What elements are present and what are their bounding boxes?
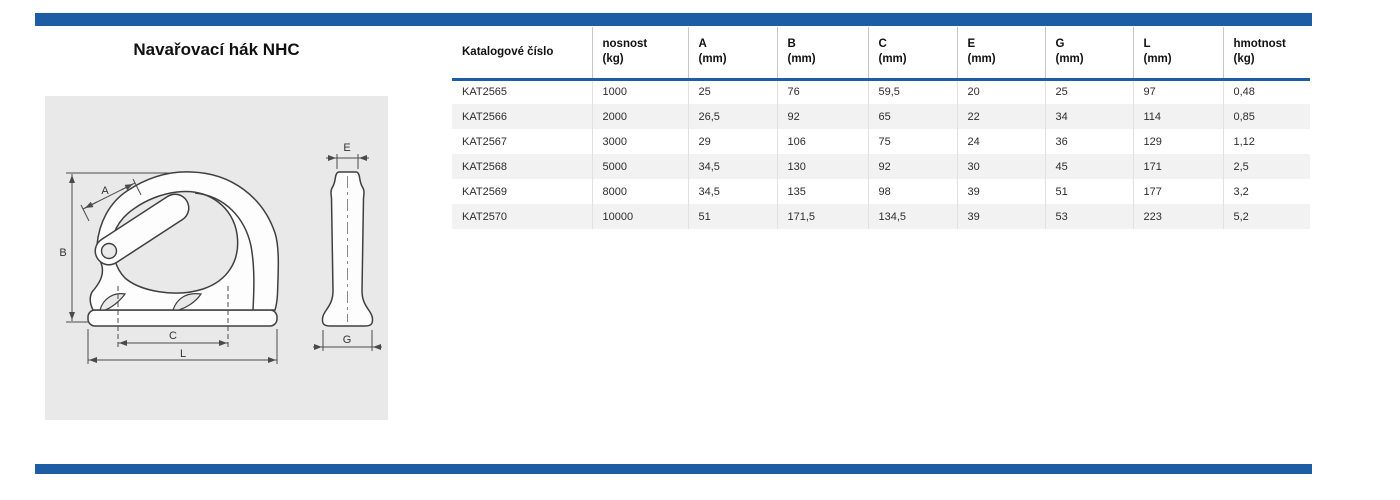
cell: 98 xyxy=(867,179,957,204)
cell: 0,48 xyxy=(1222,79,1310,104)
cell: 129 xyxy=(1132,129,1223,154)
hook-technical-drawing: A B C L E G xyxy=(59,142,382,364)
cell: 75 xyxy=(867,129,957,154)
cell: 29 xyxy=(687,129,777,154)
dim-label-g-icon: G xyxy=(343,334,352,346)
cell: 20 xyxy=(956,79,1045,104)
cell: 25 xyxy=(687,79,777,104)
cell: 36 xyxy=(1044,129,1133,154)
cell: 25 xyxy=(1044,79,1133,104)
table-row: KAT2568 5000 34,5 130 92 30 45 171 2,5 xyxy=(452,154,1310,179)
cell: 114 xyxy=(1132,104,1223,129)
table-row: KAT2567 3000 29 106 75 24 36 129 1,12 xyxy=(452,129,1310,154)
top-banner-bar xyxy=(35,13,1312,26)
cell: 39 xyxy=(956,204,1045,229)
cell: 97 xyxy=(1132,79,1223,104)
cell: 34,5 xyxy=(687,154,777,179)
hook-front-view xyxy=(87,171,280,327)
latch-arm xyxy=(96,195,188,264)
cell-catalog-number: KAT2565 xyxy=(452,79,592,104)
col-header-capacity: nosnost (kg) xyxy=(591,27,688,81)
cell: 59,5 xyxy=(867,79,957,104)
cell: 5000 xyxy=(591,154,688,179)
cell: 34 xyxy=(1044,104,1133,129)
col-header-l: L (mm) xyxy=(1132,27,1223,81)
dim-label-b-icon: B xyxy=(59,247,66,259)
col-header-g: G (mm) xyxy=(1044,27,1133,81)
cell-catalog-number: KAT2568 xyxy=(452,154,592,179)
table-row: KAT2569 8000 34,5 135 98 39 51 177 3,2 xyxy=(452,179,1310,204)
cell: 34,5 xyxy=(687,179,777,204)
dim-label-c-icon: C xyxy=(169,330,177,342)
bottom-banner-bar xyxy=(35,464,1312,474)
col-header-c: C (mm) xyxy=(867,27,957,81)
cell: 171 xyxy=(1132,154,1223,179)
cell: 92 xyxy=(867,154,957,179)
table-header-row: Katalogové číslo nosnost (kg) A (mm) B (mm)… xyxy=(452,27,1310,81)
cell: 22 xyxy=(956,104,1045,129)
cell: 76 xyxy=(776,79,868,104)
hook-base-plate xyxy=(87,309,278,327)
table-row: KAT2566 2000 26,5 92 65 22 34 114 0,85 xyxy=(452,104,1310,129)
hook-side-view xyxy=(321,171,374,327)
table-row: KAT2565 1000 25 76 59,5 20 25 97 0,48 xyxy=(452,79,1310,104)
cell: 0,85 xyxy=(1222,104,1310,129)
cell: 51 xyxy=(687,204,777,229)
col-header-b: B (mm) xyxy=(776,27,868,81)
cell-catalog-number: KAT2567 xyxy=(452,129,592,154)
col-header-weight: hmotnost (kg) xyxy=(1222,27,1310,81)
product-dimensions-table: Katalogové číslo nosnost (kg) A (mm) B (mm)… xyxy=(452,27,1310,229)
cell: 3,2 xyxy=(1222,179,1310,204)
technical-drawing-panel: A B C L E G xyxy=(45,96,388,420)
cell: 5,2 xyxy=(1222,204,1310,229)
table-row: KAT2570 10000 51 171,5 134,5 39 53 223 5… xyxy=(452,204,1310,229)
cell: 26,5 xyxy=(687,104,777,129)
cell: 45 xyxy=(1044,154,1133,179)
cell: 65 xyxy=(867,104,957,129)
dim-label-a-icon: A xyxy=(101,185,109,197)
cell: 1000 xyxy=(591,79,688,104)
cell: 177 xyxy=(1132,179,1223,204)
cell: 30 xyxy=(956,154,1045,179)
latch-pivot-hole xyxy=(100,242,118,260)
base-gap-right xyxy=(172,293,203,311)
dim-label-e-icon: E xyxy=(343,142,350,154)
cell-catalog-number: KAT2566 xyxy=(452,104,592,129)
cell: 135 xyxy=(776,179,868,204)
cell: 39 xyxy=(956,179,1045,204)
cell: 51 xyxy=(1044,179,1133,204)
hook-inner-contour xyxy=(194,192,255,311)
cell: 106 xyxy=(776,129,868,154)
cell: 171,5 xyxy=(776,204,868,229)
cell: 10000 xyxy=(591,204,688,229)
page-title: Navařovací hák NHC xyxy=(133,40,300,59)
cell-catalog-number: KAT2569 xyxy=(452,179,592,204)
dimension-lines xyxy=(66,154,382,364)
cell: 2000 xyxy=(591,104,688,129)
col-header-catalog-number: Katalogové číslo xyxy=(452,27,592,81)
cell-catalog-number: KAT2570 xyxy=(452,204,592,229)
cell: 130 xyxy=(776,154,868,179)
cell: 2,5 xyxy=(1222,154,1310,179)
cell: 92 xyxy=(776,104,868,129)
cell: 24 xyxy=(956,129,1045,154)
cell: 223 xyxy=(1132,204,1223,229)
cell: 53 xyxy=(1044,204,1133,229)
base-gap-left xyxy=(99,293,127,311)
col-header-a: A (mm) xyxy=(687,27,777,81)
cell: 134,5 xyxy=(867,204,957,229)
dimension-labels: A B C L E G xyxy=(59,142,351,360)
cell: 1,12 xyxy=(1222,129,1310,154)
dim-label-l-icon: L xyxy=(180,348,186,360)
cell: 3000 xyxy=(591,129,688,154)
cell: 8000 xyxy=(591,179,688,204)
col-header-e: E (mm) xyxy=(956,27,1045,81)
